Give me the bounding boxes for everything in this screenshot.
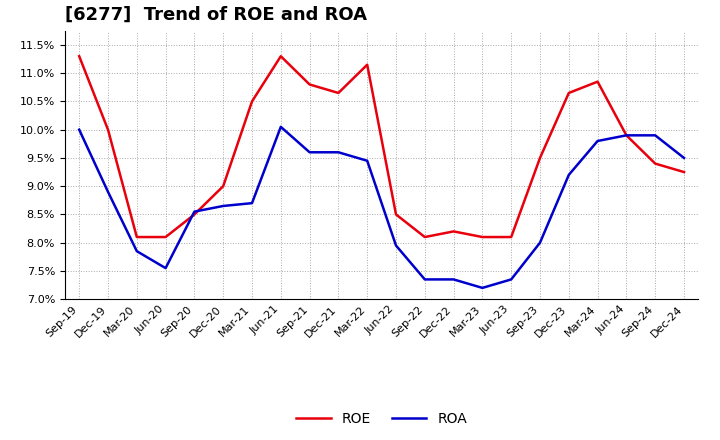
ROE bbox=[449, 229, 458, 234]
ROA bbox=[190, 209, 199, 214]
ROE bbox=[507, 235, 516, 240]
ROE bbox=[363, 62, 372, 67]
ROA bbox=[75, 127, 84, 132]
ROE bbox=[305, 82, 314, 87]
ROE bbox=[132, 235, 141, 240]
ROA bbox=[276, 124, 285, 129]
ROE bbox=[248, 99, 256, 104]
ROA bbox=[305, 150, 314, 155]
ROE bbox=[536, 155, 544, 161]
ROE bbox=[680, 169, 688, 175]
ROA bbox=[680, 155, 688, 161]
ROA bbox=[392, 243, 400, 248]
ROA bbox=[622, 133, 631, 138]
ROE bbox=[564, 90, 573, 95]
ROA bbox=[593, 138, 602, 143]
Line: ROA: ROA bbox=[79, 127, 684, 288]
ROA bbox=[104, 189, 112, 194]
Line: ROE: ROE bbox=[79, 56, 684, 237]
ROE bbox=[478, 235, 487, 240]
ROA bbox=[536, 240, 544, 246]
ROA bbox=[651, 133, 660, 138]
ROE bbox=[622, 133, 631, 138]
ROA bbox=[219, 203, 228, 209]
ROE bbox=[219, 183, 228, 189]
ROE bbox=[334, 90, 343, 95]
ROA bbox=[248, 201, 256, 206]
ROA bbox=[564, 172, 573, 177]
ROE bbox=[75, 54, 84, 59]
ROE bbox=[420, 235, 429, 240]
ROA bbox=[161, 265, 170, 271]
ROE bbox=[651, 161, 660, 166]
ROA bbox=[334, 150, 343, 155]
ROA bbox=[478, 285, 487, 290]
ROE bbox=[276, 54, 285, 59]
ROE bbox=[190, 212, 199, 217]
ROA bbox=[420, 277, 429, 282]
ROE bbox=[593, 79, 602, 84]
ROA bbox=[507, 277, 516, 282]
ROE bbox=[392, 212, 400, 217]
Legend: ROE, ROA: ROE, ROA bbox=[290, 407, 473, 432]
ROE bbox=[104, 127, 112, 132]
Text: [6277]  Trend of ROE and ROA: [6277] Trend of ROE and ROA bbox=[65, 6, 366, 24]
ROE bbox=[161, 235, 170, 240]
ROA bbox=[132, 249, 141, 254]
ROA bbox=[449, 277, 458, 282]
ROA bbox=[363, 158, 372, 163]
